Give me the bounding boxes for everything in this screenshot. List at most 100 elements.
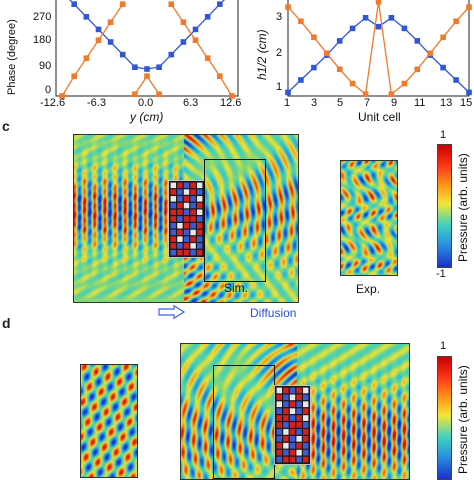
height-point	[375, 0, 382, 5]
height-series-1	[285, 0, 472, 97]
phase-point	[144, 66, 150, 72]
x-tick-13: 13	[440, 97, 453, 109]
metasurface-cell	[170, 223, 176, 229]
panel-c-label: c	[2, 118, 10, 134]
height-point	[414, 66, 421, 73]
metasurface-cell	[197, 229, 203, 236]
colorbar-c-max: 1	[440, 129, 447, 141]
metasurface-cell	[276, 401, 282, 408]
experimental-field-d	[80, 364, 138, 478]
metasurface-cell	[190, 249, 196, 256]
metasurface-cell	[303, 442, 309, 449]
x-tick-3: 3	[311, 97, 318, 109]
x-tick-15: 15	[460, 97, 473, 109]
metasurface-cell	[183, 236, 190, 242]
metasurface-cell	[170, 229, 176, 236]
phase-point	[107, 19, 114, 25]
metasurface-cell	[276, 408, 282, 414]
metasurface-cell	[190, 223, 196, 229]
metasurface-cell	[170, 209, 176, 215]
metasurface-cell	[170, 216, 176, 222]
metasurface-cell	[276, 449, 282, 456]
metasurface-cell	[190, 209, 196, 215]
metasurface-cell	[170, 236, 176, 242]
metasurface-cell	[183, 189, 190, 195]
height-series-0	[285, 15, 472, 96]
metasurface-cell	[197, 223, 203, 229]
y-tick-2: 2	[276, 47, 283, 59]
metasurface-cell	[197, 189, 203, 195]
exp-label: Exp.	[356, 282, 381, 296]
phase-point	[132, 91, 138, 97]
colorbar-d-max: 1	[440, 340, 447, 352]
colorbar-c	[437, 144, 452, 268]
metasurface-c	[168, 180, 205, 258]
metasurface-cell	[289, 394, 296, 401]
height-point	[298, 77, 304, 83]
metasurface-cell	[177, 202, 183, 209]
metasurface-cell	[190, 216, 196, 222]
metasurface-cell	[296, 408, 302, 414]
x-tick-1: 1	[284, 97, 291, 109]
phase-point	[180, 19, 187, 25]
metasurface-cell	[283, 415, 289, 421]
metasurface-cell	[289, 436, 296, 442]
metasurface-cell	[303, 415, 309, 421]
metasurface-cell	[197, 196, 203, 202]
x-axis-label: y (cm)	[130, 110, 164, 124]
phase-point	[204, 55, 211, 61]
phase-chart: 270 180 90 0 Phase (degree) -12.6 -6.3 0…	[0, 0, 241, 125]
y-tick-270: 270	[33, 11, 52, 23]
metasurface-cell	[183, 202, 190, 209]
height-point	[336, 66, 343, 73]
metasurface-cell	[177, 196, 183, 202]
height-point	[285, 89, 291, 96]
x-axis-label: Unit cell	[358, 110, 401, 124]
phase-series-line	[61, 3, 124, 97]
x-tick-7: 7	[364, 97, 371, 109]
height-point	[388, 91, 395, 97]
metasurface-cell	[303, 436, 309, 442]
metasurface-cell	[170, 189, 176, 195]
metasurface-cell	[197, 202, 203, 209]
height-point	[362, 91, 369, 97]
height-series-line	[287, 1, 470, 96]
right-arrow-icon	[158, 304, 186, 320]
height-point	[401, 80, 408, 87]
metasurface-cell	[177, 189, 183, 195]
metasurface-cell	[177, 216, 183, 222]
metasurface-cell	[183, 223, 190, 229]
height-point	[440, 34, 446, 41]
metasurface-cell	[197, 209, 203, 215]
height-point	[298, 18, 304, 25]
metasurface-d	[274, 385, 311, 465]
phase-point	[192, 26, 199, 33]
height-point	[375, 23, 382, 30]
metasurface-cell	[303, 422, 309, 428]
metasurface-cell	[289, 387, 296, 394]
sim-region-box	[204, 159, 266, 282]
x-tick-m12-6: -12.6	[40, 97, 66, 109]
metasurface-cell	[289, 422, 296, 428]
height-point	[324, 50, 330, 57]
height-point	[453, 77, 459, 83]
phase-point	[119, 51, 126, 58]
x-tick-11: 11	[414, 97, 426, 109]
metasurface-cell	[289, 442, 296, 449]
metasurface-cell	[276, 422, 282, 428]
phase-point	[71, 73, 77, 79]
height-point	[388, 15, 395, 21]
metasurface-cell	[276, 387, 282, 394]
metasurface-cell	[303, 449, 309, 456]
metasurface-cell	[190, 202, 196, 209]
metasurface-cell	[283, 394, 289, 401]
phase-chart-plot	[55, 0, 239, 99]
phase-series-line	[170, 3, 233, 97]
metasurface-cell	[170, 243, 176, 249]
metasurface-cell	[289, 408, 296, 414]
x-tick-0: 0.0	[138, 97, 154, 109]
height-point	[362, 15, 369, 21]
metasurface-cell	[170, 202, 176, 209]
metasurface-cell	[289, 456, 296, 463]
phase-point	[229, 93, 235, 99]
